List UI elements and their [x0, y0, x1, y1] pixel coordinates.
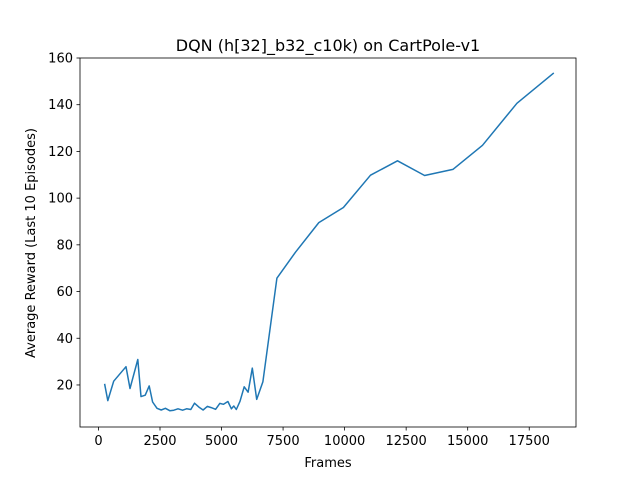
- y-tick-label: 80: [56, 238, 73, 253]
- x-tick-label: 0: [94, 434, 102, 449]
- x-axis-label: Frames: [304, 456, 352, 471]
- x-tick-label: 17500: [509, 434, 550, 449]
- y-tick-label: 60: [56, 285, 73, 300]
- axes-frame: [79, 57, 577, 428]
- x-tick-label: 15000: [447, 434, 488, 449]
- series-line-0: [103, 72, 555, 412]
- y-tick-label: 40: [56, 332, 73, 347]
- y-tick-label: 20: [56, 378, 73, 393]
- x-tick-label: 12500: [385, 434, 426, 449]
- x-tick-label: 7500: [267, 434, 300, 449]
- y-tick-label: 100: [48, 192, 73, 207]
- y-tick-label: 160: [48, 52, 73, 67]
- x-tick-label: 5000: [205, 434, 238, 449]
- plot-area: 0 2500 5000 7500 10000 12500 15000 17500 20 40 60 8…: [48, 52, 577, 449]
- x-tick-label: 10000: [324, 434, 365, 449]
- chart-title: DQN (h[32]_b32_c10k) on CartPole-v1: [176, 36, 480, 56]
- x-tick-label: 2500: [143, 434, 176, 449]
- y-tick-label: 120: [48, 145, 73, 160]
- y-tick-label: 140: [48, 98, 73, 113]
- y-axis-label: Average Reward (Last 10 Episodes): [24, 128, 39, 358]
